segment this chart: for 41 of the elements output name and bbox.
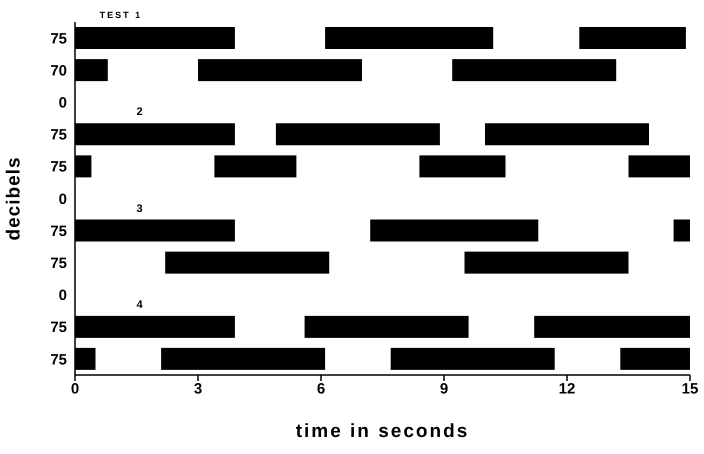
bar [579, 27, 686, 49]
annotation: 2 [136, 106, 143, 118]
bar [674, 220, 690, 242]
x-tick-label: 9 [440, 380, 448, 398]
y-tick-label: 75 [50, 255, 67, 272]
y-tick-label: 75 [50, 30, 67, 48]
x-tick-label: 12 [558, 380, 576, 398]
bar [534, 316, 690, 338]
text: TEST 1 [100, 10, 142, 20]
x-tick-label: 6 [316, 380, 326, 398]
y-tick-label: 75 [50, 126, 67, 144]
bar [419, 155, 506, 178]
x-tick-label: 3 [194, 380, 202, 398]
bar [464, 252, 628, 274]
y-tick-label: 75 [50, 222, 67, 240]
bar [370, 220, 538, 242]
annotation: 3 [136, 202, 143, 215]
bar [214, 155, 296, 178]
bar [304, 316, 469, 338]
bar [161, 348, 326, 370]
y-tick-label: 75 [50, 319, 67, 336]
bar [620, 348, 690, 370]
x-axis-title: time in seconds [296, 421, 470, 442]
y-tick-label: 0 [58, 94, 67, 112]
bar [390, 348, 555, 370]
bar [485, 123, 649, 146]
y-tick-label: 70 [50, 62, 67, 80]
bar [198, 59, 362, 82]
annotation: 4 [136, 298, 143, 311]
x-tick-label: 0 [70, 380, 80, 398]
y-tick-label: 0 [58, 287, 67, 304]
bar [276, 123, 440, 146]
bar [165, 252, 330, 274]
bar [325, 27, 494, 49]
bar [452, 59, 616, 82]
bar [628, 155, 690, 178]
y-tick-label: 75 [50, 158, 67, 176]
y-tick-label: 0 [58, 190, 67, 208]
y-axis-title: decibels [4, 156, 25, 241]
y-tick-label: 75 [50, 351, 67, 368]
x-tick-label: 15 [682, 380, 698, 398]
